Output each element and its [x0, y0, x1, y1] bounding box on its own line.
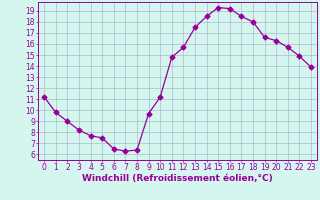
X-axis label: Windchill (Refroidissement éolien,°C): Windchill (Refroidissement éolien,°C) — [82, 174, 273, 183]
